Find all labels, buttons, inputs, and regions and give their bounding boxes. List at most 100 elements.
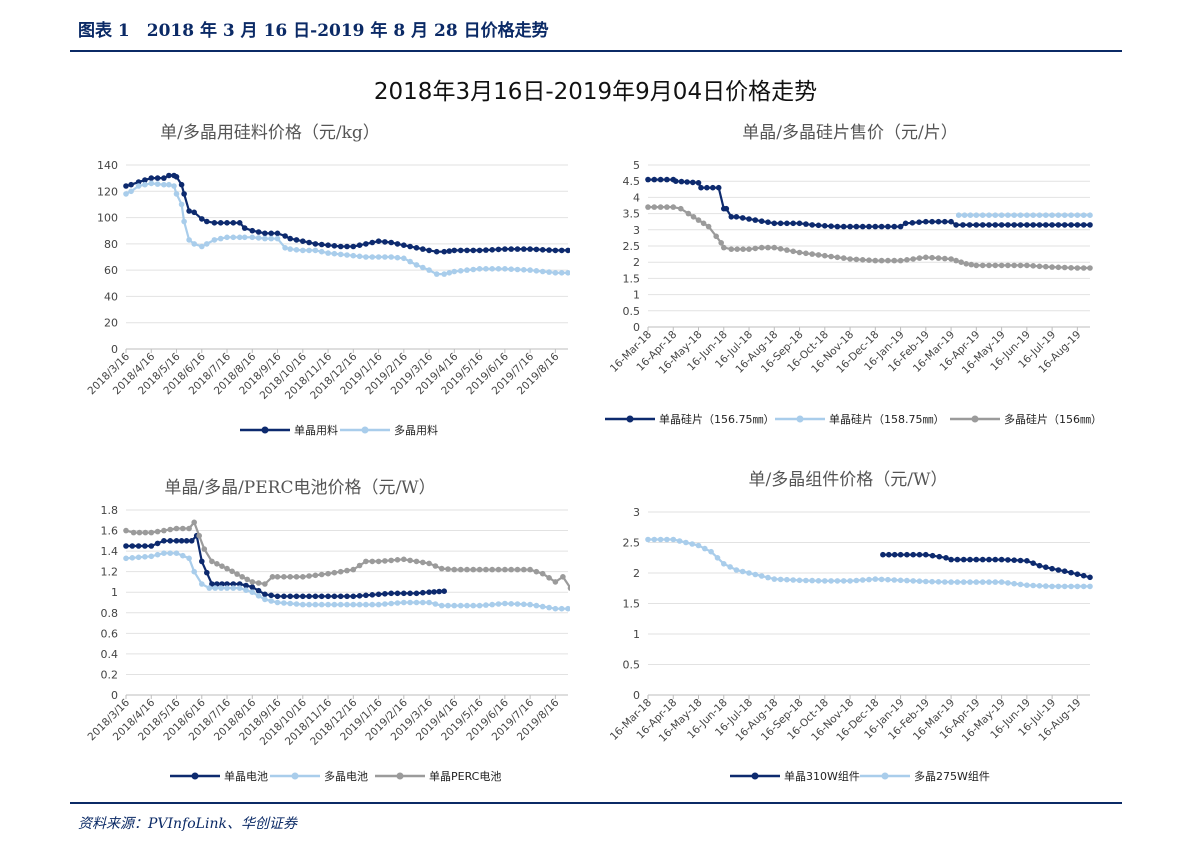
data-point [1080, 583, 1087, 590]
data-point [293, 237, 300, 243]
data-point [803, 221, 809, 227]
data-point [331, 250, 338, 257]
data-point [822, 252, 828, 259]
data-point [973, 579, 980, 585]
data-point [369, 558, 376, 565]
data-point [236, 581, 243, 587]
y-tick-label: 1.5 [623, 272, 641, 285]
data-point [166, 172, 172, 179]
data-point [420, 246, 426, 252]
source-note: 资料来源：PVInfoLink、华创证券 [78, 816, 297, 832]
data-point [758, 218, 765, 224]
data-point [664, 176, 670, 183]
data-point [533, 568, 540, 575]
y-tick-label: 20 [104, 317, 118, 330]
data-point [1005, 212, 1011, 218]
data-point [407, 599, 413, 606]
bottom-rule [70, 802, 1122, 804]
data-point [199, 243, 205, 250]
data-point [765, 244, 771, 251]
data-point [828, 253, 834, 260]
data-point [953, 257, 959, 264]
data-point [382, 558, 388, 564]
data-point [363, 601, 369, 608]
data-point [470, 266, 477, 273]
data-point [325, 242, 331, 248]
data-point [539, 603, 546, 610]
legend-label: 单晶PERC电池 [429, 770, 501, 783]
data-point [955, 212, 962, 218]
data-point [739, 215, 746, 221]
chart-wafer-price: 单晶/多晶硅片售价（元/片）00.511.522.533.544.5516-Ma… [605, 123, 1102, 426]
top-rule [70, 50, 1122, 52]
data-point [331, 601, 338, 608]
data-point [904, 257, 910, 263]
data-point [502, 266, 508, 272]
data-point [834, 223, 841, 230]
legend-marker [626, 415, 634, 423]
data-point [552, 247, 559, 254]
data-point [1087, 222, 1093, 228]
data-point [790, 248, 796, 255]
data-point [1074, 571, 1081, 577]
data-point [495, 601, 502, 607]
data-point [521, 267, 527, 273]
y-tick-label: 0 [111, 689, 118, 702]
data-point [166, 181, 172, 188]
y-tick-label: 3 [633, 506, 640, 519]
data-point [1087, 265, 1093, 271]
data-point [521, 566, 527, 573]
data-point [204, 241, 210, 247]
data-point [495, 266, 502, 272]
data-point [445, 566, 451, 572]
data-point [929, 254, 935, 261]
data-point [695, 542, 702, 549]
data-point [746, 570, 752, 576]
data-point [148, 175, 155, 181]
data-point [167, 526, 173, 533]
y-tick-label: 3 [633, 224, 640, 237]
data-point [973, 556, 980, 563]
data-point [306, 601, 312, 608]
data-point [1024, 558, 1030, 564]
data-point [702, 545, 708, 552]
data-point [287, 574, 293, 580]
y-tick-label: 2.5 [623, 537, 641, 550]
data-point [1005, 262, 1011, 269]
data-point [344, 567, 350, 574]
data-point [657, 204, 664, 210]
data-point [128, 188, 134, 195]
data-point [514, 566, 521, 573]
data-point [1049, 222, 1055, 228]
data-point [312, 593, 319, 600]
data-point [979, 262, 986, 269]
data-point [274, 599, 281, 606]
data-point [255, 593, 262, 599]
data-point [948, 579, 954, 585]
data-point [394, 600, 401, 606]
data-point [885, 257, 891, 264]
data-point [441, 248, 448, 255]
data-point [771, 576, 778, 582]
data-point [1017, 212, 1024, 218]
legend-label: 单晶硅片（158.75㎜） [829, 413, 945, 426]
data-point [1087, 212, 1093, 218]
data-point [714, 555, 721, 561]
data-point [274, 230, 281, 237]
data-point [369, 601, 376, 608]
data-point [718, 240, 724, 246]
data-point [1017, 222, 1024, 228]
data-point [350, 252, 357, 259]
data-point [401, 590, 407, 597]
y-tick-label: 4.5 [623, 175, 641, 188]
data-point [752, 245, 759, 252]
data-point [483, 247, 489, 253]
data-point [1036, 583, 1043, 589]
data-point [853, 223, 860, 230]
data-point [695, 217, 702, 223]
data-point [433, 271, 440, 277]
data-point [123, 527, 129, 534]
data-point [186, 525, 192, 532]
y-tick-label: 0 [633, 321, 640, 334]
data-point [533, 602, 540, 609]
